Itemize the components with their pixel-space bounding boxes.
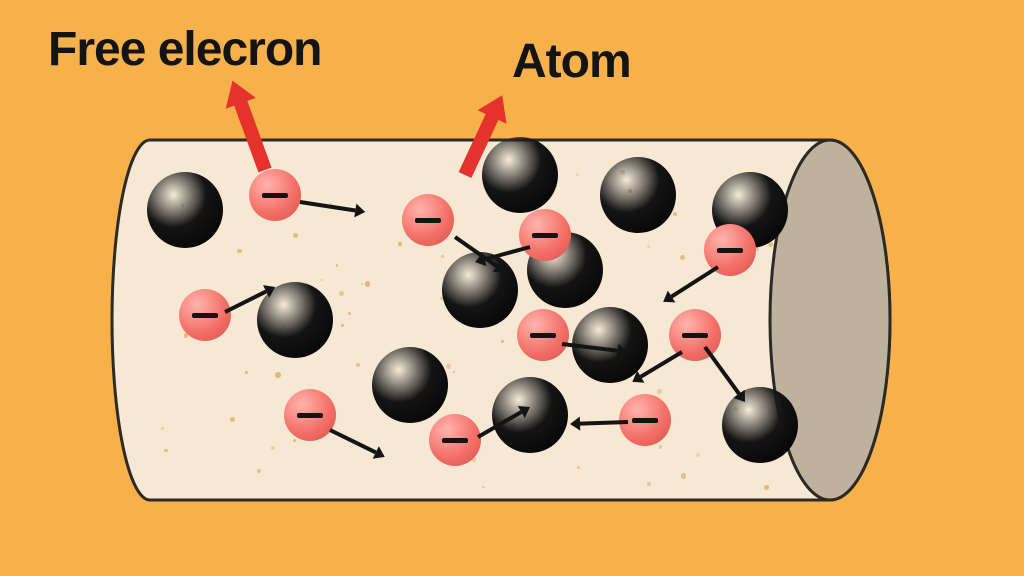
minus-sign xyxy=(262,193,288,198)
texture-speck xyxy=(453,371,455,373)
atom xyxy=(147,172,223,248)
minus-sign xyxy=(682,333,708,338)
texture-speck xyxy=(356,363,361,368)
minus-sign xyxy=(442,438,468,443)
free-electron xyxy=(284,389,336,441)
minus-sign xyxy=(717,248,743,253)
atom xyxy=(600,157,676,233)
free-electron xyxy=(517,309,569,361)
label-atom: Atom xyxy=(512,34,631,89)
texture-speck xyxy=(657,389,662,394)
diagram-stage: Free elecron Atom xyxy=(0,0,1024,576)
minus-sign xyxy=(297,413,323,418)
minus-sign xyxy=(192,313,218,318)
free-electron xyxy=(402,194,454,246)
free-electron xyxy=(249,169,301,221)
atom xyxy=(372,347,448,423)
texture-speck xyxy=(336,264,338,266)
label-free-electron: Free elecron xyxy=(48,22,321,77)
minus-sign xyxy=(632,418,658,423)
free-electron xyxy=(429,414,481,466)
texture-speck xyxy=(257,469,261,473)
texture-speck xyxy=(482,486,484,488)
texture-speck xyxy=(756,247,759,250)
texture-speck xyxy=(398,242,402,246)
minus-sign xyxy=(532,233,558,238)
texture-speck xyxy=(441,255,444,258)
texture-speck xyxy=(161,427,163,429)
texture-speck xyxy=(681,473,687,479)
texture-speck xyxy=(245,371,248,374)
texture-speck xyxy=(673,212,677,216)
minus-sign xyxy=(530,333,556,338)
atom xyxy=(482,137,558,213)
texture-speck xyxy=(348,312,351,315)
free-electron xyxy=(179,289,231,341)
texture-speck xyxy=(339,291,344,296)
texture-speck xyxy=(446,364,451,369)
texture-speck xyxy=(365,281,370,286)
minus-sign xyxy=(415,218,441,223)
free-electron xyxy=(519,209,571,261)
texture-speck xyxy=(164,449,167,452)
